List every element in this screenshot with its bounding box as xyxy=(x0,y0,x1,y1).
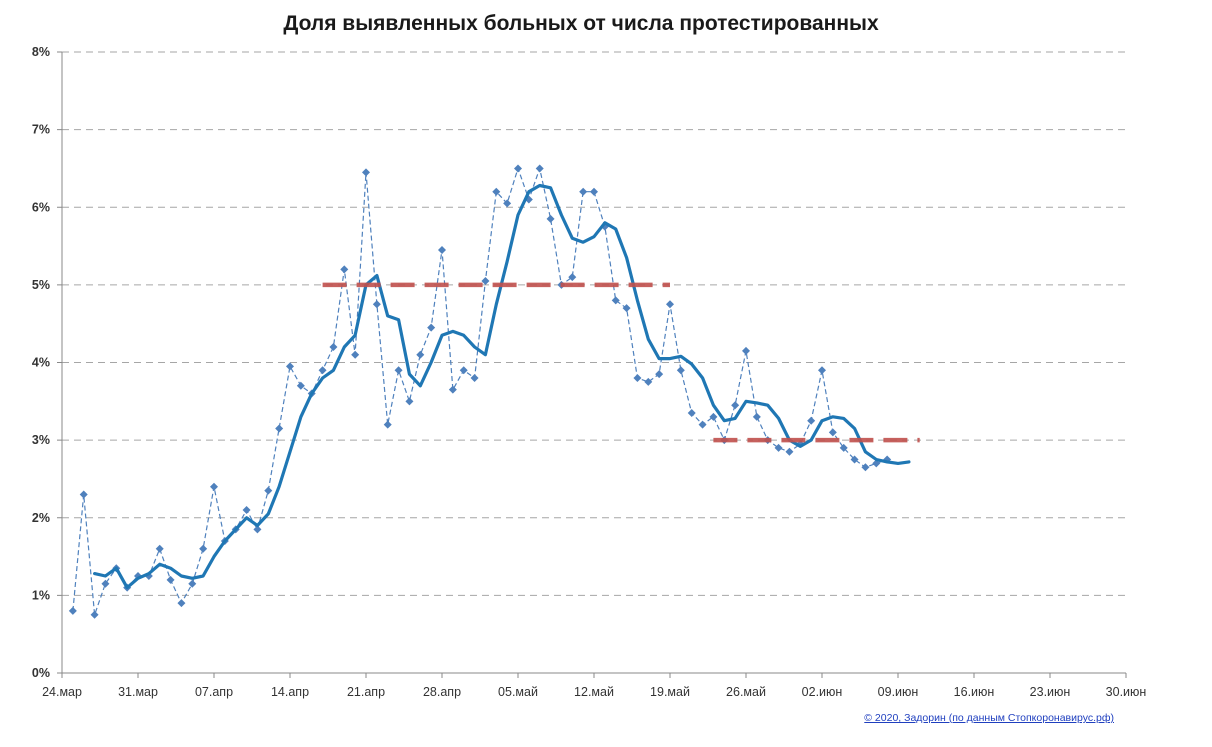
daily-share-marker xyxy=(774,443,783,452)
daily-share-marker xyxy=(383,420,392,429)
daily-share-marker xyxy=(850,455,859,464)
daily-share-marker xyxy=(275,424,284,433)
y-tick-label: 6% xyxy=(32,200,50,214)
daily-share-marker xyxy=(698,420,707,429)
daily-share-marker xyxy=(644,377,653,386)
daily-share-marker xyxy=(568,273,577,282)
daily-share-marker xyxy=(448,385,457,394)
x-tick-label: 07.апр xyxy=(195,685,233,699)
daily-share-marker xyxy=(427,323,436,332)
daily-share-marker xyxy=(839,443,848,452)
x-tick-label: 02.июн xyxy=(802,685,843,699)
daily-share-marker xyxy=(818,366,826,375)
x-tick-label: 14.апр xyxy=(271,685,309,699)
daily-share-marker xyxy=(188,579,197,588)
x-tick-label: 19.май xyxy=(650,685,690,699)
smoothed-share-line xyxy=(93,183,911,590)
x-tick-label: 30.июн xyxy=(1106,685,1147,699)
x-tick-label: 31.мар xyxy=(118,685,158,699)
x-tick-label: 05.май xyxy=(498,685,538,699)
y-tick-label: 5% xyxy=(32,278,50,292)
daily-share-marker xyxy=(503,199,512,208)
daily-share-marker xyxy=(68,606,77,615)
daily-share-marker xyxy=(666,300,674,309)
daily-share-marker xyxy=(438,245,446,254)
daily-share-marker xyxy=(546,214,555,223)
daily-share-marker xyxy=(590,187,598,196)
x-tick-label: 23.июн xyxy=(1030,685,1071,699)
daily-share-marker xyxy=(742,346,750,355)
daily-share-marker xyxy=(731,401,740,410)
daily-share-marker xyxy=(90,610,99,619)
daily-share-marker xyxy=(340,265,349,274)
x-tick-label: 26.май xyxy=(726,685,766,699)
tick-label-layer: 0% 1% 2% 3% 4% 5% 6% 7% 8% 24.мар 31.мар 07.апр 14.а… xyxy=(32,45,1146,699)
daily-share-marker xyxy=(199,544,208,553)
daily-share-marker xyxy=(264,486,273,495)
daily-share-marker xyxy=(807,416,816,425)
daily-share-marker xyxy=(405,397,414,406)
daily-share-marker xyxy=(459,366,468,375)
series-layer xyxy=(68,164,920,619)
source-credit-link[interactable]: © 2020, Задорин (по данным Стопкоронавир… xyxy=(864,712,1114,724)
x-tick-label: 28.апр xyxy=(423,685,461,699)
daily-share-line xyxy=(72,166,888,615)
daily-share-marker xyxy=(318,366,327,375)
grid-layer xyxy=(62,51,1126,596)
x-tick-label: 16.июн xyxy=(954,685,995,699)
daily-share-marker xyxy=(828,428,837,437)
daily-share-marker xyxy=(79,490,88,499)
daily-share-marker xyxy=(611,296,620,305)
daily-share-marker xyxy=(622,304,631,313)
y-tick-label: 7% xyxy=(32,123,50,137)
daily-share-marker xyxy=(242,505,251,514)
daily-share-marker xyxy=(752,412,761,421)
y-tick-label: 2% xyxy=(32,511,50,525)
axis-layer xyxy=(57,51,1127,678)
daily-share-marker xyxy=(470,374,479,383)
daily-share-marker xyxy=(535,164,544,173)
daily-share-marker xyxy=(861,463,870,472)
y-tick-label: 1% xyxy=(32,588,50,602)
daily-share-marker xyxy=(177,599,186,608)
daily-share-marker xyxy=(329,342,338,351)
daily-share-marker xyxy=(709,412,718,421)
daily-share-marker xyxy=(416,350,425,359)
daily-share-marker xyxy=(676,366,685,375)
daily-share-marker xyxy=(633,374,642,383)
x-tick-label: 24.мар xyxy=(42,685,82,699)
daily-share-marker xyxy=(785,447,794,456)
y-tick-label: 0% xyxy=(32,666,50,680)
daily-share-marker xyxy=(101,579,110,588)
daily-share-marker xyxy=(481,276,490,285)
daily-share-marker xyxy=(253,525,262,534)
daily-share-marker xyxy=(296,381,305,390)
y-tick-label: 4% xyxy=(32,356,50,370)
daily-share-marker xyxy=(655,370,664,379)
daily-share-marker xyxy=(210,482,218,491)
daily-share-marker xyxy=(492,187,501,196)
daily-share-marker xyxy=(166,575,175,584)
chart-title: Доля выявленных больных от числа протест… xyxy=(283,12,879,35)
daily-share-marker xyxy=(372,300,381,309)
daily-share-marker xyxy=(394,366,403,375)
y-tick-label: 3% xyxy=(32,433,50,447)
daily-share-marker xyxy=(286,362,294,371)
x-tick-label: 09.июн xyxy=(878,685,919,699)
daily-share-marker xyxy=(155,544,164,553)
daily-share-marker xyxy=(362,168,370,177)
x-tick-label: 21.апр xyxy=(347,685,385,699)
x-tick-label: 12.май xyxy=(574,685,614,699)
y-tick-label: 8% xyxy=(32,45,50,59)
daily-share-marker xyxy=(351,350,360,359)
daily-share-marker xyxy=(514,164,522,173)
daily-share-marker xyxy=(687,408,696,417)
daily-share-marker xyxy=(579,187,588,196)
